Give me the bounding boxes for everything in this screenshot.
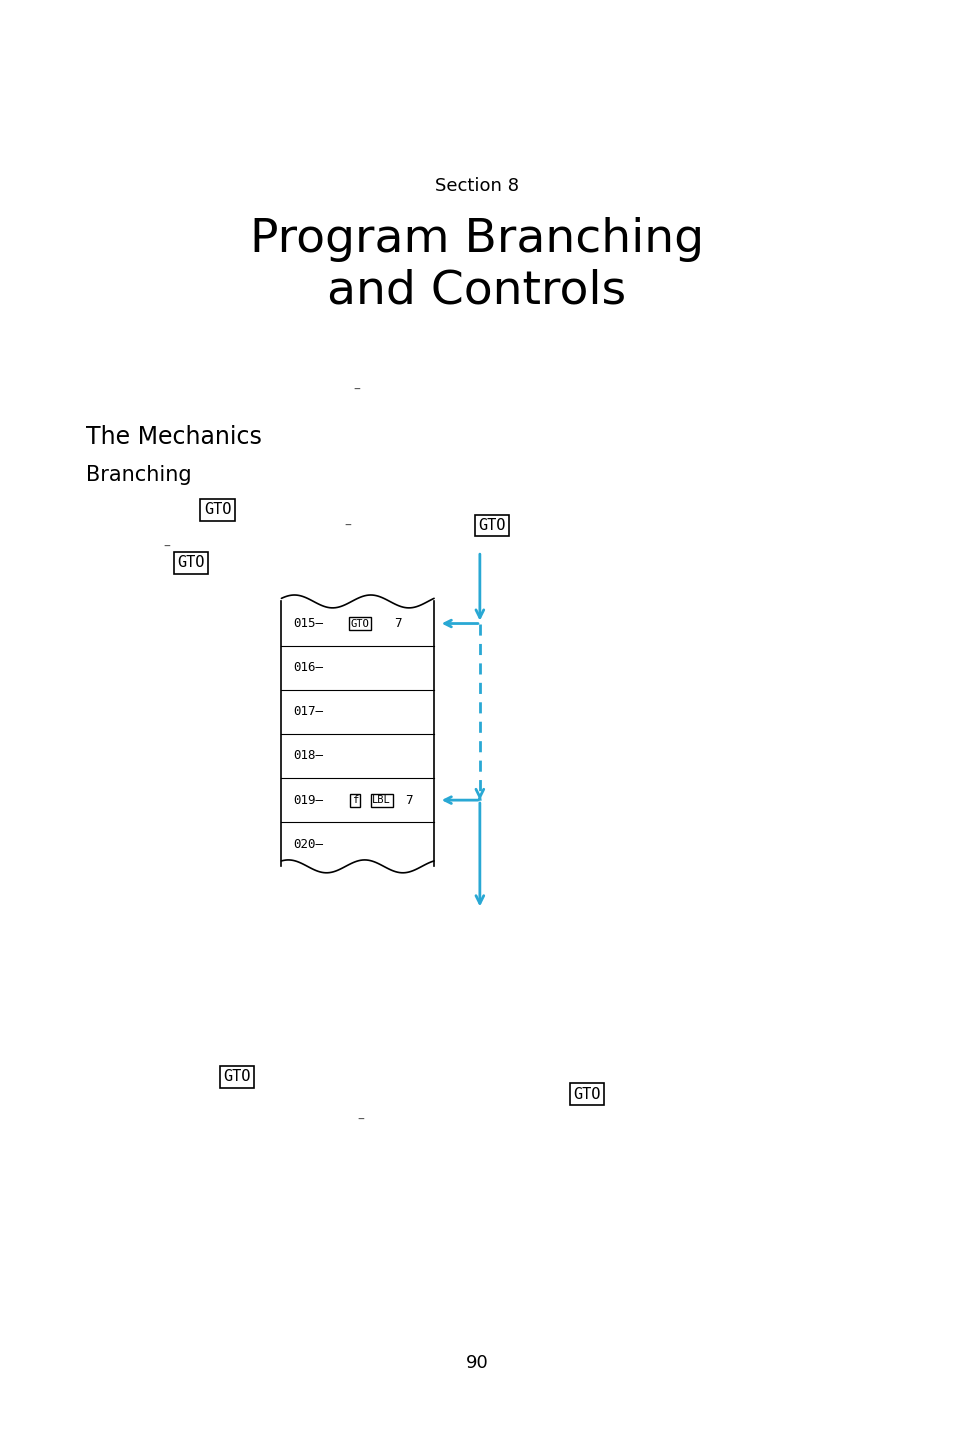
Text: 7: 7 [394, 617, 401, 630]
Text: 90: 90 [465, 1355, 488, 1372]
Text: GTO: GTO [350, 619, 369, 629]
Text: 018–: 018– [293, 749, 322, 762]
Text: 020–: 020– [293, 838, 322, 851]
Text: LBL: LBL [372, 795, 391, 805]
Text: Branching: Branching [86, 465, 192, 485]
Text: GTO: GTO [177, 556, 204, 570]
Text: –: – [344, 518, 352, 533]
Text: 019–: 019– [293, 793, 322, 806]
Text: f: f [352, 795, 357, 805]
Text: 7: 7 [405, 793, 413, 806]
Text: –: – [163, 540, 171, 554]
Text: and Controls: and Controls [327, 268, 626, 314]
Text: 017–: 017– [293, 706, 322, 719]
Text: Program Branching: Program Branching [250, 216, 703, 262]
Text: Section 8: Section 8 [435, 178, 518, 195]
Text: –: – [356, 1113, 364, 1127]
Text: GTO: GTO [573, 1087, 599, 1101]
Text: –: – [353, 382, 360, 397]
Text: The Mechanics: The Mechanics [86, 425, 261, 448]
Text: 016–: 016– [293, 662, 322, 674]
Text: GTO: GTO [478, 518, 505, 533]
Text: GTO: GTO [223, 1070, 250, 1084]
Text: 015–: 015– [293, 617, 322, 630]
Text: GTO: GTO [204, 503, 231, 517]
